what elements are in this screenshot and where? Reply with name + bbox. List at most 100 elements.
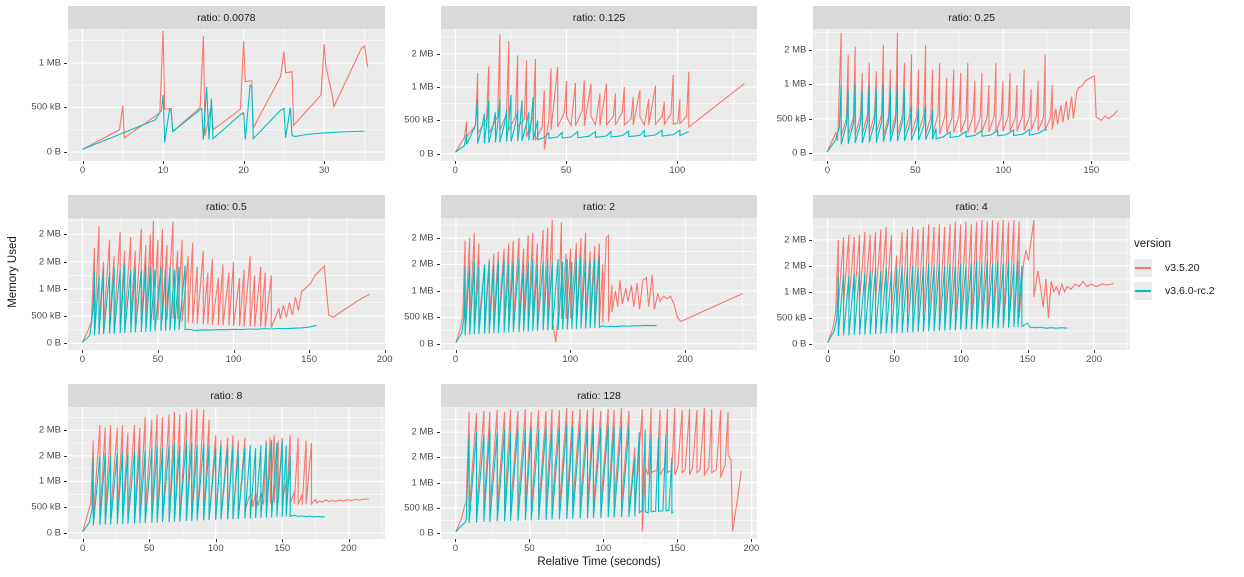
x-tick-mark: [157, 350, 159, 353]
legend-key-line: [1135, 267, 1151, 269]
x-tick-mark: [751, 539, 753, 542]
plot-area: [813, 218, 1130, 350]
plot-area: [813, 29, 1130, 161]
x-axis-spacer: [395, 161, 441, 176]
facet-label: ratio: 0.25: [948, 11, 995, 24]
y-tick-mark: [64, 481, 67, 483]
facet-panel-128: ratio: 128 0 B 500 kB 1 MB 2 MB 2 MB 0 50 100 1…: [395, 384, 759, 554]
y-tick-mark: [64, 152, 67, 154]
strip-spacer: [395, 384, 441, 407]
x-tick-label: 200: [677, 354, 693, 365]
series-line-v3.6.0-rc.2: [455, 95, 688, 152]
facet-strip: ratio: 0.125: [440, 6, 758, 29]
y-tick-mark: [809, 49, 813, 51]
y-tick-mark: [436, 53, 440, 55]
x-tick-mark: [455, 161, 457, 164]
x-axis-labels: 0 50 100 150 200: [813, 350, 1130, 365]
facet-strip: ratio: 0.5: [68, 195, 385, 218]
x-axis-spacer: [22, 539, 68, 554]
x-tick-mark: [1027, 350, 1029, 353]
y-tick-mark: [436, 532, 440, 534]
x-tick-mark: [455, 350, 457, 353]
y-tick-label: 0 B: [46, 527, 61, 539]
plot-area: [68, 218, 385, 350]
y-tick-label: 1 MB: [411, 81, 434, 93]
x-tick-mark: [1091, 161, 1093, 164]
y-tick-mark: [809, 153, 813, 155]
plot-area: [68, 407, 385, 539]
y-tick-label: 500 kB: [776, 312, 807, 324]
strip-spacer: [395, 195, 441, 218]
y-tick-mark: [436, 432, 440, 434]
y-tick-label: 500 kB: [776, 113, 807, 125]
x-tick-label: 0: [79, 354, 85, 365]
y-tick-label: 0 B: [419, 338, 434, 350]
x-axis-spacer: [395, 539, 441, 554]
x-tick-label: 50: [560, 165, 572, 176]
x-tick-label: 100: [225, 354, 242, 365]
y-tick-mark: [64, 316, 67, 318]
strip-spacer: [22, 195, 68, 218]
y-tick-label: 2 MB: [784, 234, 807, 246]
y-tick-label: 1 MB: [784, 78, 807, 90]
x-tick-label: 100: [995, 165, 1012, 176]
chart-svg: [441, 218, 758, 350]
x-tick-mark: [82, 161, 84, 164]
facet-strip: ratio: 2: [440, 195, 758, 218]
x-tick-mark: [827, 350, 829, 353]
strip-spacer: [767, 195, 813, 218]
y-tick-mark: [64, 532, 67, 534]
y-tick-mark: [436, 507, 440, 509]
x-tick-mark: [915, 161, 917, 164]
y-tick-mark: [64, 62, 67, 64]
series-line-v3.5.20: [83, 31, 368, 150]
plot-area: [440, 407, 758, 539]
chart-svg: [813, 218, 1130, 350]
facet-label: ratio: 128: [577, 389, 621, 402]
x-tick-mark: [82, 539, 84, 542]
y-tick-label: 1 MB: [38, 57, 61, 69]
y-tick-mark: [436, 87, 440, 88]
gridlines-minor: [68, 29, 385, 161]
y-tick-label: 2 MB: [38, 450, 61, 462]
x-tick-label: 50: [152, 354, 164, 365]
y-tick-label: 1 MB: [38, 283, 61, 295]
y-tick-label: 0 B: [792, 338, 807, 350]
y-tick-mark: [809, 239, 813, 241]
x-tick-mark: [1094, 350, 1096, 353]
facet-strip: ratio: 128: [440, 384, 758, 407]
facet-panel-4: ratio: 4 0 B 500 kB 1 MB 2 MB 2 MB 0 50 100 150…: [767, 195, 1130, 365]
y-tick-label: 2 MB: [38, 228, 61, 240]
y-tick-mark: [64, 107, 67, 109]
chart-svg: [68, 29, 385, 161]
x-axis-labels: 0 100 200: [441, 350, 758, 365]
strip-spacer: [22, 384, 68, 407]
x-tick-mark: [215, 539, 217, 542]
y-tick-mark: [64, 455, 67, 457]
chart-svg: [68, 407, 385, 539]
facet-strip: ratio: 0.0078: [68, 6, 385, 29]
strip-spacer: [395, 6, 441, 29]
x-tick-label: 0: [825, 354, 831, 365]
plot-area: [440, 29, 758, 161]
legend-item-v3.6.0-rc.2: v3.6.0-rc.2: [1134, 282, 1242, 300]
x-tick-label: 150: [669, 543, 686, 554]
x-tick-mark: [685, 350, 687, 353]
x-tick-mark: [233, 350, 235, 353]
gridlines-minor: [813, 29, 1130, 161]
y-tick-mark: [809, 265, 813, 267]
chart-svg: [441, 407, 758, 539]
y-axis-labels: 0 B 500 kB 1 MB 2 MB 2 MB: [22, 407, 68, 539]
y-tick-mark: [436, 343, 440, 345]
y-tick-mark: [809, 291, 813, 293]
x-tick-mark: [1003, 161, 1005, 164]
y-axis-labels: 0 B 500 kB 1 MB 2 MB 2 MB: [767, 218, 813, 350]
facet-strip: ratio: 8: [68, 384, 385, 407]
y-tick-mark: [809, 317, 813, 319]
facet-panel-0.5: ratio: 0.5 0 B 500 kB 1 MB 2 MB 2 MB 0 50 100 1…: [22, 195, 393, 365]
y-tick-label: 0 B: [46, 146, 61, 158]
legend-key-line: [1135, 290, 1151, 292]
x-tick-label: 50: [889, 354, 900, 365]
x-tick-mark: [677, 161, 679, 164]
